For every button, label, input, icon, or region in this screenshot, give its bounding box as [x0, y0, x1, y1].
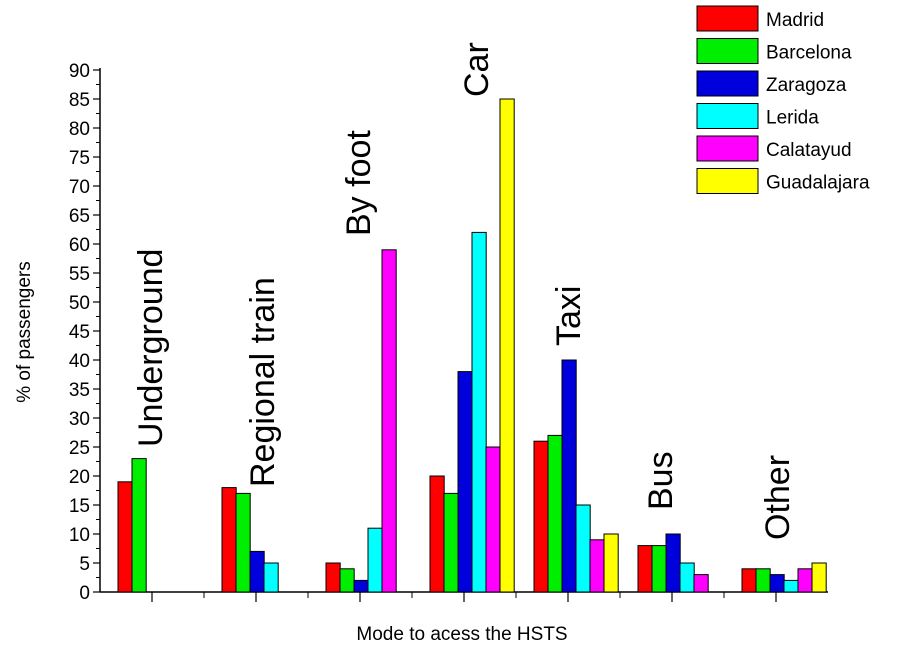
category-label: Taxi	[550, 286, 588, 346]
y-tick-label: 35	[69, 380, 90, 401]
y-tick-label: 65	[69, 206, 90, 227]
bar	[637, 545, 653, 593]
bar	[547, 434, 563, 593]
legend-entry: Zaragoza	[766, 75, 847, 96]
x-axis	[100, 591, 828, 602]
y-tick-label: 90	[69, 61, 90, 82]
y-tick-label: 70	[69, 177, 90, 198]
y-tick-label: 55	[69, 264, 90, 285]
category-label: Regional train	[244, 277, 282, 487]
bar	[263, 562, 279, 593]
y-tick-label: 60	[69, 235, 90, 256]
legend: Madrid Barcelona Zaragoza Lerida Calatayud Gu…	[696, 5, 870, 194]
category-label: Underground	[132, 249, 170, 447]
legend-entry: Madrid	[766, 10, 824, 31]
category-label: Other	[759, 455, 797, 540]
bar	[429, 475, 445, 593]
y-tick-label: 85	[69, 90, 90, 111]
bar	[499, 98, 515, 593]
category-label: Bus	[642, 451, 680, 510]
bar	[811, 562, 827, 593]
bar	[693, 574, 709, 593]
y-axis: 0 5 10 15 20 25 30 35 40 45 50 55 60 65 70 75 80 85 90	[69, 61, 101, 604]
bar	[443, 492, 459, 593]
bar	[353, 579, 369, 593]
bar	[575, 504, 591, 593]
legend-entry: Calatayud	[766, 140, 852, 161]
bar	[533, 440, 549, 593]
legend-swatch	[696, 70, 759, 97]
bar	[221, 487, 237, 593]
bar	[485, 446, 501, 593]
bar	[131, 458, 147, 593]
category-label: By foot	[340, 130, 378, 236]
legend-entry: Barcelona	[766, 43, 852, 64]
y-tick-label: 15	[69, 496, 90, 517]
y-tick-label: 25	[69, 438, 90, 459]
y-tick-label: 5	[79, 554, 90, 575]
y-tick-label: 45	[69, 322, 90, 343]
bar	[755, 568, 771, 593]
bar	[769, 574, 785, 593]
bar	[741, 568, 757, 593]
legend-swatch	[696, 103, 759, 129]
legend-swatch	[696, 5, 759, 32]
x-axis-title: Mode to acess the HSTS	[356, 624, 567, 645]
legend-entry: Lerida	[766, 108, 819, 129]
bar	[651, 545, 667, 593]
y-tick-label: 80	[69, 119, 90, 140]
y-tick-label: 75	[69, 148, 90, 169]
bar	[367, 527, 383, 593]
bar	[249, 550, 265, 593]
y-tick-label: 0	[79, 583, 90, 604]
bar	[561, 359, 577, 593]
legend-swatch	[696, 135, 759, 162]
bar	[339, 568, 355, 593]
y-tick-label: 20	[69, 467, 90, 488]
bar	[783, 579, 799, 593]
bar	[603, 533, 619, 593]
y-tick-label: 50	[69, 293, 90, 314]
bar	[471, 231, 487, 593]
legend-swatch	[696, 38, 759, 64]
category-label: Car	[458, 42, 496, 97]
legend-swatch	[696, 168, 759, 194]
bars	[117, 98, 827, 593]
group-labels: Underground Regional train By foot Car Taxi B…	[132, 42, 797, 540]
legend-entry: Guadalajara	[766, 173, 870, 194]
bar	[235, 492, 251, 593]
bar	[589, 539, 605, 593]
bar	[117, 481, 133, 593]
bar	[679, 562, 695, 593]
y-tick-label: 10	[69, 525, 90, 546]
y-tick-label: 30	[69, 409, 90, 430]
bar	[457, 371, 473, 593]
bar	[381, 249, 397, 593]
bar	[797, 568, 813, 593]
bar	[665, 533, 681, 593]
bar	[325, 562, 341, 593]
y-axis-title: % of passengers	[14, 261, 35, 403]
y-tick-label: 40	[69, 351, 90, 372]
